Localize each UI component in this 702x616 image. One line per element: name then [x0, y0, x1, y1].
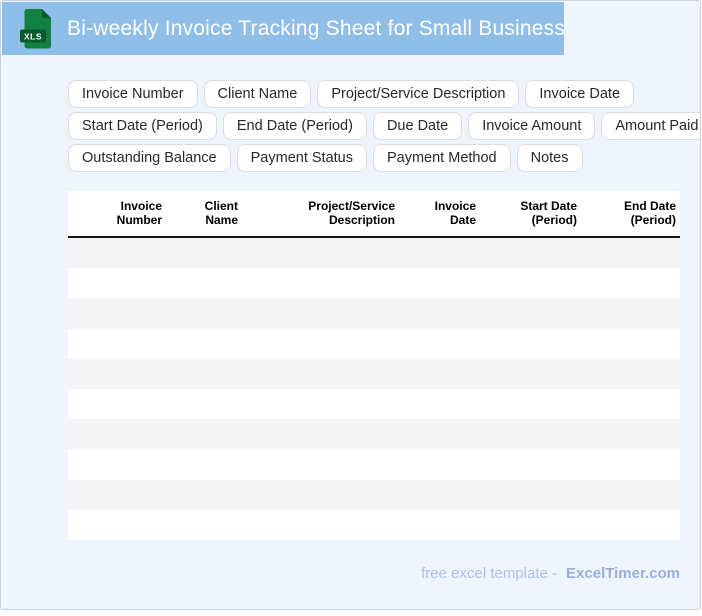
table-row: [68, 238, 680, 269]
column-chip-notes[interactable]: Notes: [516, 144, 583, 172]
column-chip-invoice-date[interactable]: Invoice Date: [525, 80, 635, 108]
xls-file-icon: XLS: [19, 8, 52, 49]
sheet-body: [68, 238, 680, 540]
table-row: [68, 419, 680, 450]
column-chip-amount-paid[interactable]: Amount Paid: [601, 112, 700, 140]
column-chips: Invoice Number Client Name Project/Service…: [68, 80, 700, 176]
table-row: [68, 298, 680, 329]
sheet-header-row: Invoice Number Client Name Project/Service…: [68, 191, 680, 238]
table-row: [68, 328, 680, 359]
column-header-invoice-number: Invoice Number: [116, 199, 162, 227]
chip-row: Outstanding Balance Payment Status Payment…: [68, 144, 688, 172]
table-row: [68, 358, 680, 389]
footer: free excel template - ExcelTimer.com: [421, 565, 680, 582]
footer-brand-link[interactable]: ExcelTimer.com: [566, 565, 680, 582]
column-chip-outstanding-balance[interactable]: Outstanding Balance: [68, 144, 231, 172]
column-header-end-date-period: End Date (Period): [623, 199, 676, 227]
table-row: [68, 479, 680, 510]
column-chip-invoice-amount[interactable]: Invoice Amount: [468, 112, 596, 140]
footer-text: free excel template -: [421, 565, 558, 582]
table-row: [68, 509, 680, 540]
page-title: Bi-weekly Invoice Tracking Sheet for Sma…: [67, 16, 566, 40]
column-header-project-service-description: Project/Service Description: [308, 199, 395, 227]
column-chip-start-date-period[interactable]: Start Date (Period): [68, 112, 217, 140]
table-row: [68, 449, 680, 480]
table-row: [68, 388, 680, 420]
column-chip-client-name[interactable]: Client Name: [203, 80, 312, 108]
column-chip-payment-status[interactable]: Payment Status: [236, 144, 367, 172]
table-row: [68, 268, 680, 299]
column-header-client-name: Client Name: [204, 199, 238, 227]
header-bar: XLS Bi-weekly Invoice Tracking Sheet for…: [2, 2, 566, 55]
column-chip-project-service-description[interactable]: Project/Service Description: [317, 80, 520, 108]
chip-row: Invoice Number Client Name Project/Service…: [68, 80, 688, 108]
chip-row: Start Date (Period) End Date (Period) Due …: [68, 112, 700, 140]
column-chip-payment-method[interactable]: Payment Method: [372, 144, 511, 172]
column-chip-invoice-number[interactable]: Invoice Number: [68, 80, 198, 108]
column-chip-end-date-period[interactable]: End Date (Period): [222, 112, 367, 140]
column-header-invoice-date: Invoice Date: [434, 199, 476, 227]
spreadsheet-preview: Invoice Number Client Name Project/Service…: [68, 191, 680, 540]
xls-icon-label: XLS: [24, 32, 42, 42]
column-header-start-date-period: Start Date (Period): [520, 199, 577, 227]
column-chip-due-date[interactable]: Due Date: [372, 112, 463, 140]
